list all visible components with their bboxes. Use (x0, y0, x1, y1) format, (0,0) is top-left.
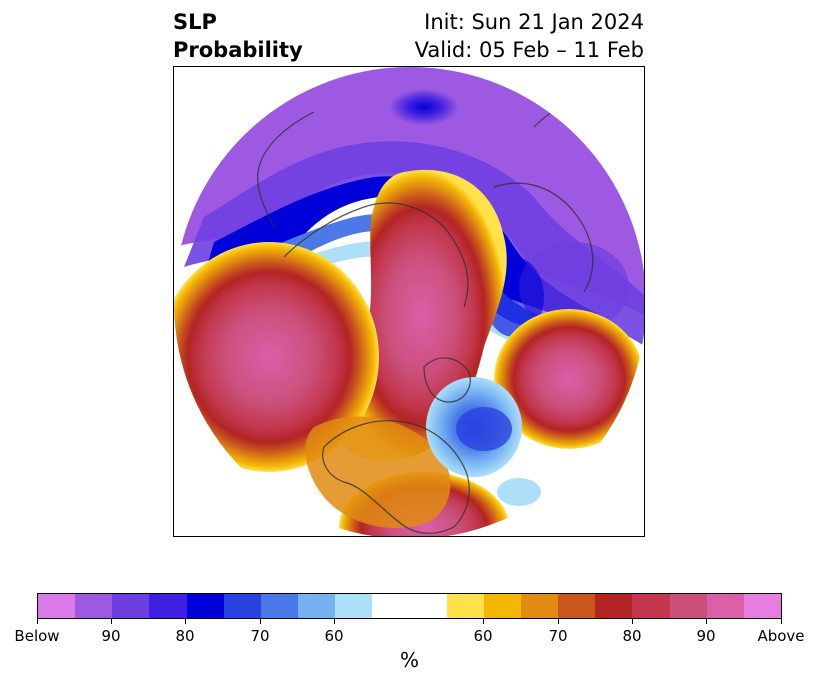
init-date: Init: Sun 21 Jan 2024 (424, 10, 644, 34)
colorbar-tick-mark (260, 619, 261, 624)
colorbar-segment (38, 594, 76, 618)
title-variable: SLP (173, 10, 217, 34)
colorbar-segment (112, 594, 150, 618)
colorbar-label: % (399, 648, 419, 672)
colorbar-segment (223, 594, 261, 618)
colorbar-tick-label: 60 (473, 627, 493, 645)
colorbar-segment (521, 594, 559, 618)
colorbar-segment (298, 594, 336, 618)
colorbar-tick-mark (632, 619, 633, 624)
colorbar-segment (149, 594, 187, 618)
title-metric: Probability (173, 38, 303, 62)
colorbar-tick-mark (483, 619, 484, 624)
colorbar-tick-mark (37, 619, 38, 624)
colorbar (37, 593, 782, 619)
title-left: SLP Probability (173, 8, 303, 64)
colorbar-segment (595, 594, 633, 618)
colorbar-segment (632, 594, 670, 618)
probability-map (174, 67, 644, 536)
colorbar-segment (558, 594, 596, 618)
colorbar-segment (186, 594, 224, 618)
below-core-north (389, 89, 459, 125)
colorbar-tick-label: 80 (622, 627, 642, 645)
above-region-atlantic (494, 309, 644, 449)
colorbar-tick-mark (334, 619, 335, 624)
colorbar-tick-mark (781, 619, 782, 624)
colorbar-tick-label: 90 (101, 627, 121, 645)
colorbar-segment (372, 594, 447, 618)
colorbar-tick-label: 80 (175, 627, 195, 645)
colorbar-tick-mark (706, 619, 707, 624)
colorbar-segment (260, 594, 299, 618)
colorbar-tick-label: Below (14, 627, 60, 645)
colorbar-segment (446, 594, 484, 618)
colorbar-tick-label: 60 (324, 627, 344, 645)
colorbar-tick-label: Above (757, 627, 805, 645)
colorbar-segment (75, 594, 113, 618)
colorbar-tick-mark (558, 619, 559, 624)
colorbar-segment (335, 594, 373, 618)
title-right: Init: Sun 21 Jan 2024 Valid: 05 Feb – 11… (415, 8, 644, 64)
colorbar-segment (743, 594, 782, 618)
valid-range: Valid: 05 Feb – 11 Feb (414, 38, 644, 62)
colorbar-tick-label: 90 (696, 627, 716, 645)
colorbar-tick-mark (111, 619, 112, 624)
above-region-pacific (174, 242, 379, 472)
colorbar-segment (706, 594, 744, 618)
colorbar-tick-mark (185, 619, 186, 624)
colorbar-segment (483, 594, 522, 618)
colorbar-tick-label: 70 (548, 627, 568, 645)
map-panel (173, 66, 645, 537)
colorbar-tick-label: 70 (250, 627, 270, 645)
colorbar-segment (669, 594, 707, 618)
